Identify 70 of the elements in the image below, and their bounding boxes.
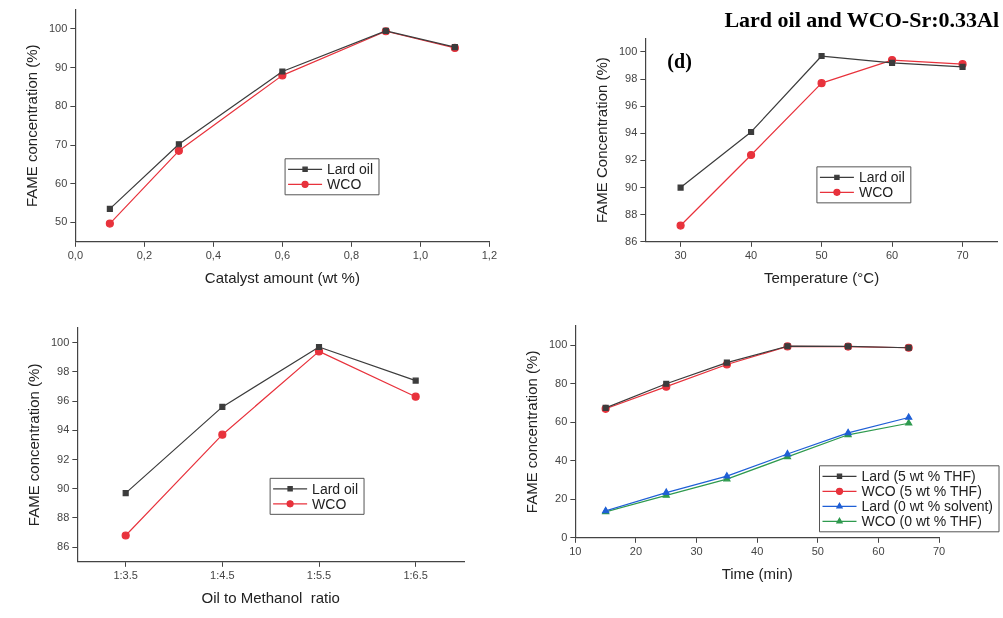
y-axis-title: FAME concentration (%) xyxy=(23,44,41,207)
y-tick-label: 40 xyxy=(555,453,568,466)
y-tick-label: 92 xyxy=(625,153,638,166)
y-tick-label: 80 xyxy=(55,99,68,112)
x-tick-label: 10 xyxy=(569,545,582,558)
y-axis-title: FAME concentration (%) xyxy=(523,350,541,514)
y-tick-label: 90 xyxy=(625,180,638,193)
x-tick-label: 40 xyxy=(744,249,758,262)
y-tick-label: 88 xyxy=(57,510,70,523)
y-tick-label: 100 xyxy=(50,335,70,348)
legend-label: Lard oil xyxy=(327,161,373,178)
annotation: (d) xyxy=(667,49,692,73)
y-tick-label: 90 xyxy=(55,60,68,73)
x-tick-label: 30 xyxy=(690,545,703,558)
x-tick-label: 1:6.5 xyxy=(403,569,428,582)
y-tick-label: 88 xyxy=(625,207,638,220)
y-tick-label: 92 xyxy=(57,452,70,465)
y-tick-label: 98 xyxy=(625,72,638,85)
y-axis-title: FAME concentration (%) xyxy=(25,363,43,527)
y-tick-label: 20 xyxy=(555,492,568,505)
y-tick-label: 96 xyxy=(625,99,638,112)
x-tick-label: 1:5.5 xyxy=(306,569,332,582)
x-tick-label: 1,0 xyxy=(412,249,428,262)
x-tick-label: 70 xyxy=(932,545,946,558)
legend-label: Lard oil xyxy=(312,480,359,497)
y-tick-label: 0 xyxy=(561,530,568,543)
y-tick-label: 60 xyxy=(555,415,568,428)
legend-label: WCO xyxy=(312,495,347,512)
y-tick-label: 96 xyxy=(57,394,70,407)
y-tick-label: 90 xyxy=(57,481,70,494)
legend-label: Lard (0 wt % solvent) xyxy=(861,498,993,515)
y-tick-label: 100 xyxy=(618,44,638,57)
y-tick-label: 86 xyxy=(625,234,638,247)
y-tick-label: 60 xyxy=(55,176,68,189)
x-tick-label: 70 xyxy=(956,249,969,262)
x-tick-label: 50 xyxy=(811,545,824,558)
y-axis-title: FAME Concentration (%) xyxy=(593,57,611,224)
legend-label: Lard oil xyxy=(858,169,905,186)
x-tick-label: 1:4.5 xyxy=(210,569,235,582)
legend-label: WCO xyxy=(858,184,894,201)
legend-label: WCO xyxy=(327,176,362,193)
x-axis-title: Catalyst amount (wt %) xyxy=(204,269,360,287)
y-tick-label: 100 xyxy=(548,338,568,351)
x-tick-label: 50 xyxy=(815,249,828,262)
x-tick-label: 40 xyxy=(751,545,764,558)
legend-label: WCO (0 wt % THF) xyxy=(861,513,982,530)
x-axis-title: Time (min) xyxy=(721,565,793,583)
x-tick-label: 0,2 xyxy=(136,249,152,262)
x-tick-label: 1:3.5 xyxy=(113,569,138,582)
legend-label: WCO (5 wt % THF) xyxy=(861,483,982,500)
y-tick-label: 50 xyxy=(55,215,68,228)
y-tick-label: 86 xyxy=(57,540,70,553)
x-tick-label: 0,0 xyxy=(67,249,83,262)
x-tick-label: 0,8 xyxy=(343,249,359,262)
x-tick-label: 1,2 xyxy=(481,249,497,262)
y-tick-label: 94 xyxy=(57,423,70,436)
y-tick-label: 80 xyxy=(555,376,568,389)
x-tick-label: 0,4 xyxy=(205,249,221,262)
x-tick-label: 60 xyxy=(872,545,885,558)
x-tick-label: 0,6 xyxy=(274,249,290,262)
x-tick-label: 30 xyxy=(674,249,687,262)
y-tick-label: 70 xyxy=(55,138,68,151)
x-tick-label: 60 xyxy=(885,249,899,262)
legend-label: Lard (5 wt % THF) xyxy=(861,468,976,485)
x-axis-title: Oil to Methanol ratio xyxy=(201,589,340,607)
x-axis-title: Temperature (°C) xyxy=(763,269,880,287)
chart-title: Lard oil and WCO-Sr:0.33Al xyxy=(724,6,999,32)
y-tick-label: 94 xyxy=(625,126,638,139)
y-tick-label: 98 xyxy=(57,364,70,377)
y-tick-label: 100 xyxy=(48,21,68,34)
